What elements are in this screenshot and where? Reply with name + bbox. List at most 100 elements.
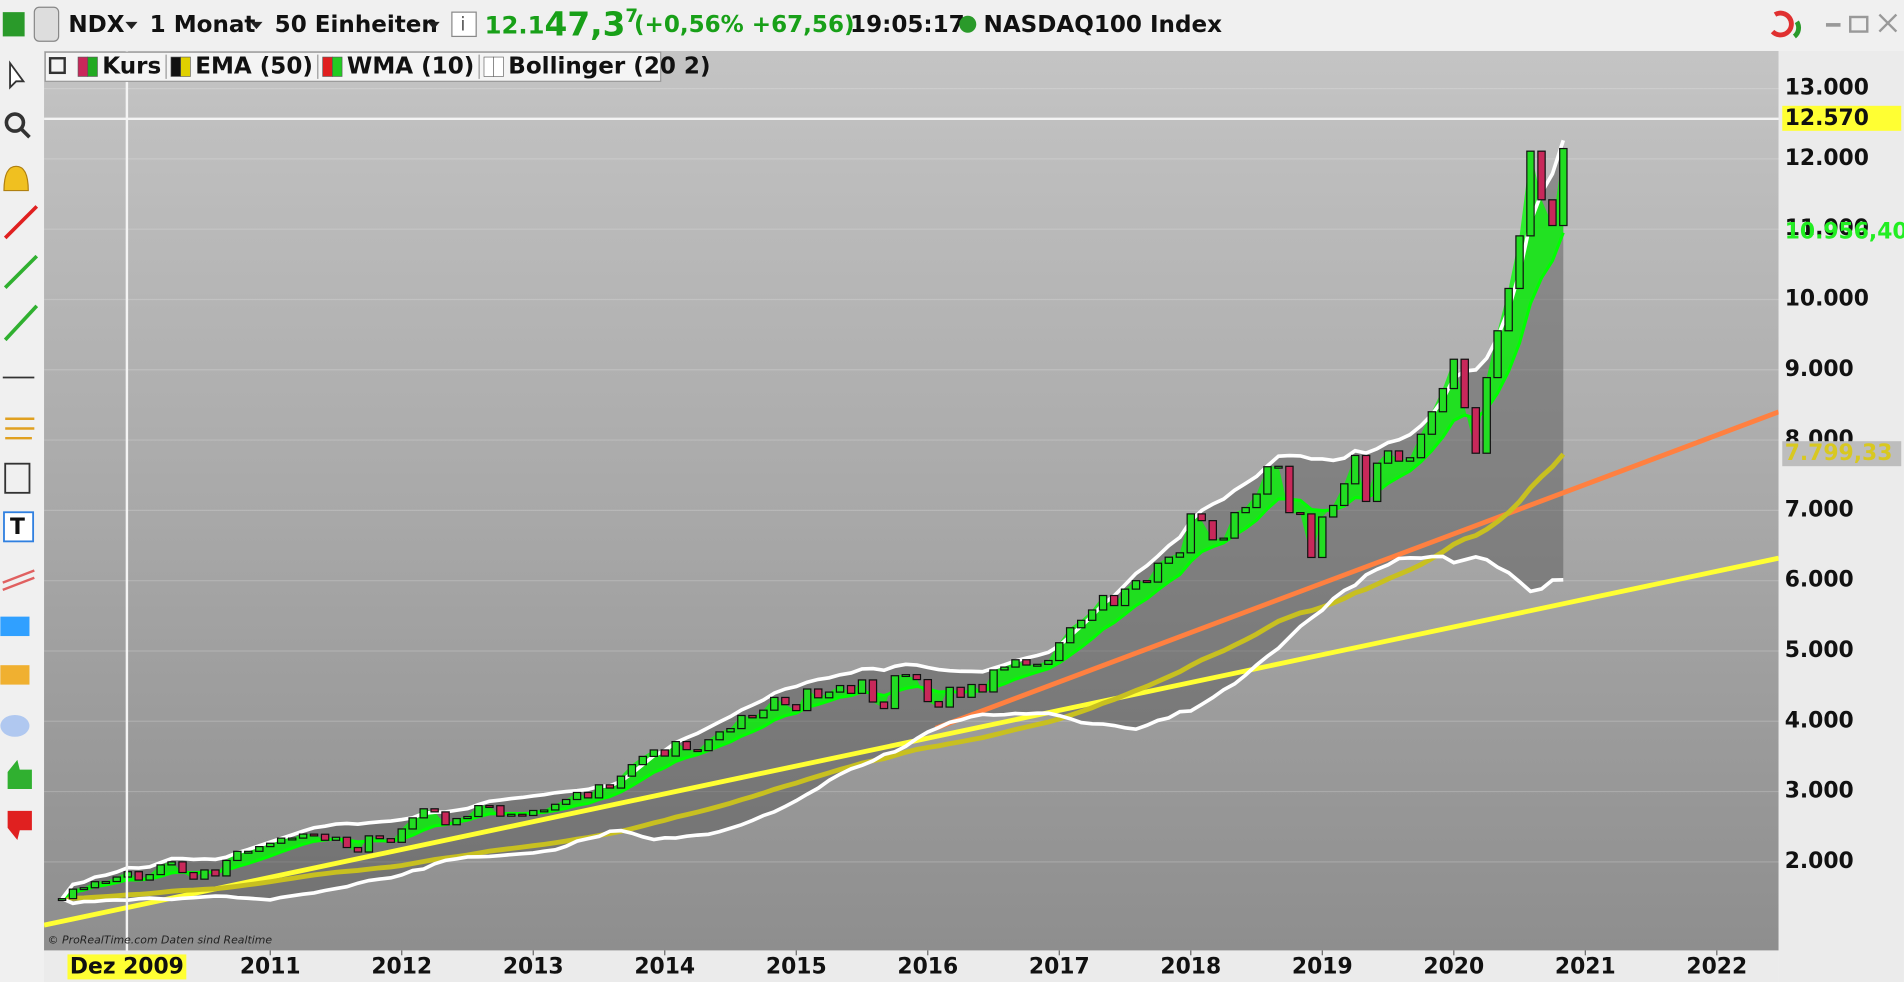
price-marker: 10.956,40 bbox=[1785, 219, 1904, 244]
candle bbox=[726, 727, 735, 733]
candle bbox=[386, 838, 396, 843]
dropdown[interactable] bbox=[427, 21, 440, 30]
thumb-down[interactable] bbox=[7, 810, 32, 840]
candle bbox=[781, 696, 790, 706]
info-icon[interactable] bbox=[451, 11, 477, 38]
price-marker-bg bbox=[1782, 441, 1902, 467]
tool-zoom[interactable] bbox=[4, 112, 26, 133]
candle bbox=[1340, 483, 1349, 507]
tool-line-red[interactable] bbox=[3, 205, 39, 240]
tool-line[interactable] bbox=[3, 304, 39, 342]
legend-icon bbox=[77, 56, 89, 77]
candle bbox=[594, 784, 604, 799]
bollinger-upper bbox=[60, 139, 1566, 900]
tool-line-green[interactable] bbox=[3, 254, 39, 289]
period[interactable]: 1 Monat bbox=[150, 12, 256, 38]
tool-rect-2[interactable] bbox=[0, 665, 30, 685]
x-tick-label: 2021 bbox=[1555, 954, 1616, 979]
candle bbox=[1087, 609, 1097, 621]
symbol[interactable]: NDX bbox=[68, 12, 124, 38]
candle bbox=[276, 837, 286, 844]
tool-alert[interactable] bbox=[3, 165, 29, 192]
candle bbox=[1449, 358, 1459, 390]
candle bbox=[1055, 642, 1064, 662]
candle bbox=[704, 739, 713, 752]
candle bbox=[485, 805, 494, 809]
legend-box bbox=[44, 51, 662, 82]
icon-link[interactable] bbox=[33, 6, 60, 42]
candle bbox=[1515, 235, 1524, 290]
refresh-icon[interactable] bbox=[1770, 10, 1794, 38]
candle bbox=[682, 740, 691, 751]
candle bbox=[1427, 411, 1437, 435]
candle bbox=[1285, 465, 1294, 514]
icon-chart[interactable] bbox=[2, 12, 25, 37]
legend-window-icon[interactable] bbox=[48, 57, 66, 75]
tool-ellipse[interactable] bbox=[0, 714, 30, 737]
candle bbox=[846, 684, 856, 694]
close[interactable] bbox=[1878, 13, 1898, 33]
minimize[interactable] bbox=[1825, 23, 1841, 27]
candle bbox=[375, 835, 385, 840]
candle bbox=[1219, 537, 1228, 541]
candle bbox=[1109, 594, 1119, 607]
candle bbox=[693, 749, 702, 753]
candle bbox=[156, 864, 165, 876]
x-tick-label: 2012 bbox=[371, 954, 432, 979]
restore[interactable] bbox=[1849, 15, 1869, 33]
candle bbox=[364, 835, 374, 853]
tool-channel[interactable] bbox=[2, 569, 35, 592]
candle bbox=[912, 673, 922, 681]
candle bbox=[1328, 504, 1338, 518]
price-marker: 7.799,33 bbox=[1785, 441, 1893, 466]
tool-text[interactable] bbox=[3, 511, 35, 543]
candle bbox=[1098, 594, 1108, 611]
candle bbox=[79, 887, 89, 891]
candle bbox=[923, 678, 933, 703]
candle bbox=[1493, 330, 1502, 379]
legend-icon bbox=[180, 56, 191, 77]
candle bbox=[956, 686, 965, 698]
refresh-icon-2[interactable] bbox=[1792, 20, 1801, 39]
candle bbox=[605, 784, 615, 789]
candle bbox=[1186, 513, 1196, 554]
candle bbox=[539, 809, 549, 813]
candle bbox=[1197, 513, 1206, 522]
x-tick-label: 2018 bbox=[1160, 954, 1221, 979]
candle bbox=[572, 791, 582, 801]
candle bbox=[890, 675, 900, 710]
x-tick-label: 2013 bbox=[503, 954, 564, 979]
candle bbox=[770, 696, 779, 711]
dropdown[interactable] bbox=[250, 21, 263, 30]
trend-line bbox=[934, 409, 1779, 731]
candle bbox=[419, 808, 428, 819]
legend-label: WMA (10) bbox=[347, 53, 474, 79]
candle bbox=[1372, 462, 1382, 503]
tool-rect[interactable] bbox=[0, 616, 30, 637]
candle bbox=[244, 850, 253, 854]
candle bbox=[967, 683, 976, 698]
candle bbox=[627, 764, 637, 777]
tool-pointer[interactable] bbox=[9, 60, 26, 90]
candle bbox=[868, 679, 878, 703]
candle bbox=[583, 791, 593, 799]
tool-fib[interactable] bbox=[5, 417, 35, 440]
candle bbox=[1559, 147, 1568, 227]
tool-zoom-handle[interactable] bbox=[19, 127, 31, 139]
tool-delete[interactable] bbox=[4, 462, 31, 494]
units[interactable]: 50 Einheiten bbox=[275, 12, 438, 38]
thumb-up[interactable] bbox=[7, 759, 32, 789]
candle bbox=[835, 684, 845, 693]
candle bbox=[802, 688, 812, 712]
y-tick-label: 9.000 bbox=[1785, 357, 1854, 382]
candle bbox=[1350, 454, 1360, 485]
ema-line bbox=[61, 452, 1566, 902]
y-tick-label: 2.000 bbox=[1785, 849, 1854, 874]
info-i: i bbox=[460, 14, 465, 35]
dropdown[interactable] bbox=[125, 21, 138, 30]
bollinger-band-area bbox=[62, 140, 1564, 904]
candle bbox=[200, 869, 209, 880]
candle bbox=[441, 811, 450, 826]
candle bbox=[287, 837, 297, 841]
candle bbox=[1065, 627, 1075, 644]
